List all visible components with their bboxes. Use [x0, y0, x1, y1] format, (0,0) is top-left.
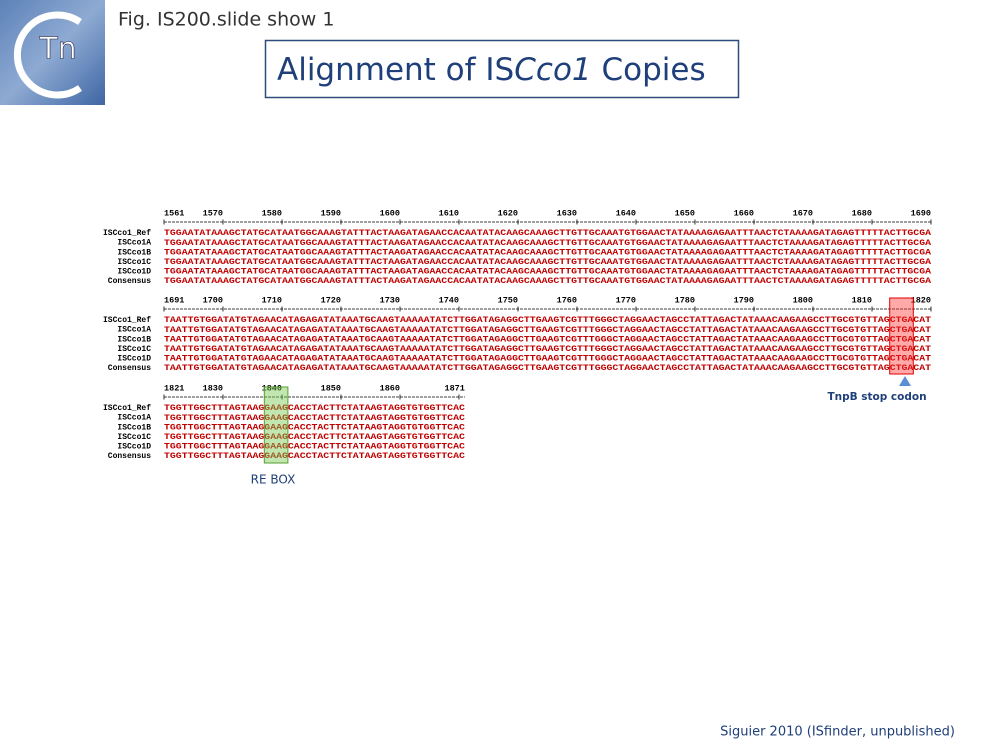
sequence: TAATTGTGGATATGTAGAACATAGAGATATAAATGCAAGT… — [164, 363, 931, 373]
sequence-name: Consensus — [108, 277, 151, 286]
ruler-number: 1830 — [203, 383, 223, 393]
ruler-number: 1850 — [321, 383, 341, 393]
ruler-number: 1720 — [321, 295, 341, 305]
sequence-name: Consensus — [108, 452, 151, 461]
stop-codon-marker — [899, 376, 911, 386]
sequence-name: ISCco1C — [117, 433, 151, 442]
sequence-name: ISCco1A — [117, 326, 151, 335]
ruler-number: 1580 — [262, 208, 282, 218]
sequence: TGGTTGGCTTTAGTAAGGAAGCACCTACTTCTATAAGTAG… — [164, 413, 465, 423]
title-part: Copies — [592, 52, 706, 88]
sequence: TGGTTGGCTTTAGTAAGGAAGCACCTACTTCTATAAGTAG… — [164, 442, 465, 452]
title-part: Cco1 — [514, 52, 591, 88]
sequence-name: ISCco1C — [117, 258, 151, 267]
ruler-number: 1590 — [321, 208, 341, 218]
ruler-number: 1760 — [557, 295, 577, 305]
sequence: TGGTTGGCTTTAGTAAGGAAGCACCTACTTCTATAAGTAG… — [164, 403, 465, 413]
ruler-number: 1730 — [380, 295, 400, 305]
sequence: TGGAATATAAAGCTATGCATAATGGCAAAGTATTTACTAA… — [164, 247, 932, 257]
sequence-name: ISCco1_Ref — [103, 316, 151, 325]
alignment: 1561 1570 1580 1590 1600 1610 1620 1630 1640 1650… — [103, 208, 932, 464]
sequence: TGGAATATAAAGCTATGCATAATGGCAAAGTATTTACTAA… — [164, 257, 932, 267]
sequence-name: Consensus — [108, 364, 151, 373]
sequence: TGGTTGGCTTTAGTAAGGAAGCACCTACTTCTATAAGTAG… — [164, 432, 465, 442]
ruler-number: 1800 — [793, 295, 813, 305]
sequence: TAATTGTGGATATGTAGAACATAGAGATATAAATGCAAGT… — [164, 354, 931, 364]
sequence-name: ISCco1D — [117, 443, 151, 452]
logo-c — [13, 11, 82, 99]
ruler-number: 1660 — [734, 208, 754, 218]
ruler-number: 1740 — [439, 295, 459, 305]
ruler-number: 1871 — [444, 383, 464, 393]
ruler-number: 1820 — [911, 295, 931, 305]
logo-text: Tn — [38, 32, 76, 67]
ruler-number: 1691 — [164, 295, 184, 305]
re-box-label: RE BOX — [251, 473, 296, 487]
ruler-number: 1860 — [380, 383, 400, 393]
ruler-number: 1770 — [616, 295, 636, 305]
sequence-name: ISCco1A — [117, 239, 151, 248]
ruler-number: 1810 — [852, 295, 872, 305]
ruler-number: 1821 — [164, 383, 184, 393]
ruler-number: 1630 — [557, 208, 577, 218]
ruler-number: 1620 — [498, 208, 518, 218]
title-box — [264, 39, 740, 99]
re-box — [263, 386, 289, 464]
sequence: TGGAATATAAAGCTATGCATAATGGCAAAGTATTTACTAA… — [164, 267, 932, 277]
sequence: TAATTGTGGATATGTAGAACATAGAGATATAAATGCAAGT… — [164, 325, 931, 335]
sequence: TGGAATATAAAGCTATGCATAATGGCAAAGTATTTACTAA… — [164, 238, 932, 248]
footer-credit: Siguier 2010 (ISfinder, unpublished) — [720, 725, 955, 740]
sequence: TGGTTGGCTTTAGTAAGGAAGCACCTACTTCTATAAGTAG… — [164, 422, 465, 432]
slide-title: Alignment of ISCco1 Copies — [277, 52, 706, 88]
stop-codon-label: TnpB stop codon — [827, 391, 926, 403]
title-part: Alignment of IS — [277, 52, 514, 88]
figure-label: Fig. IS200.slide show 1 — [118, 9, 334, 31]
sequence-name: ISCco1D — [117, 268, 151, 277]
sequence-name: ISCco1D — [117, 355, 151, 364]
ruler-number: 1700 — [203, 295, 223, 305]
ruler-number: 1650 — [675, 208, 695, 218]
sequence-name: ISCco1C — [117, 345, 151, 354]
ruler-number: 1670 — [793, 208, 813, 218]
stop-codon-box — [889, 297, 914, 375]
ruler-number: 1561 — [164, 208, 184, 218]
sequence-name: ISCco1_Ref — [103, 229, 151, 238]
sequence: TGGAATATAAAGCTATGCATAATGGCAAAGTATTTACTAA… — [164, 228, 932, 238]
ruler-number: 1600 — [380, 208, 400, 218]
sequence-name: ISCco1B — [117, 248, 151, 257]
sequence: TGGAATATAAAGCTATGCATAATGGCAAAGTATTTACTAA… — [164, 276, 932, 286]
sequence-name: ISCco1_Ref — [103, 404, 151, 413]
sequence-name: ISCco1A — [117, 414, 151, 423]
ruler-number: 1690 — [911, 208, 931, 218]
ruler-number: 1840 — [262, 383, 282, 393]
ruler-number: 1570 — [203, 208, 223, 218]
sequence: TAATTGTGGATATGTAGAACATAGAGATATAAATGCAAGT… — [164, 334, 931, 344]
sequence: TGGTTGGCTTTAGTAAGGAAGCACCTACTTCTATAAGTAG… — [164, 451, 465, 461]
ruler-number: 1640 — [616, 208, 636, 218]
ruler-number: 1610 — [439, 208, 459, 218]
sequence: TAATTGTGGATATGTAGAACATAGAGATATAAATGCAAGT… — [164, 344, 931, 354]
ruler-number: 1680 — [852, 208, 872, 218]
sequence: TAATTGTGGATATGTAGAACATAGAGATATAAATGCAAGT… — [164, 315, 931, 325]
ruler-number: 1750 — [498, 295, 518, 305]
sequence-name: ISCco1B — [117, 423, 151, 432]
ruler-number: 1710 — [262, 295, 282, 305]
ruler-number: 1790 — [734, 295, 754, 305]
ruler-number: 1780 — [675, 295, 695, 305]
sequence-name: ISCco1B — [117, 335, 151, 344]
